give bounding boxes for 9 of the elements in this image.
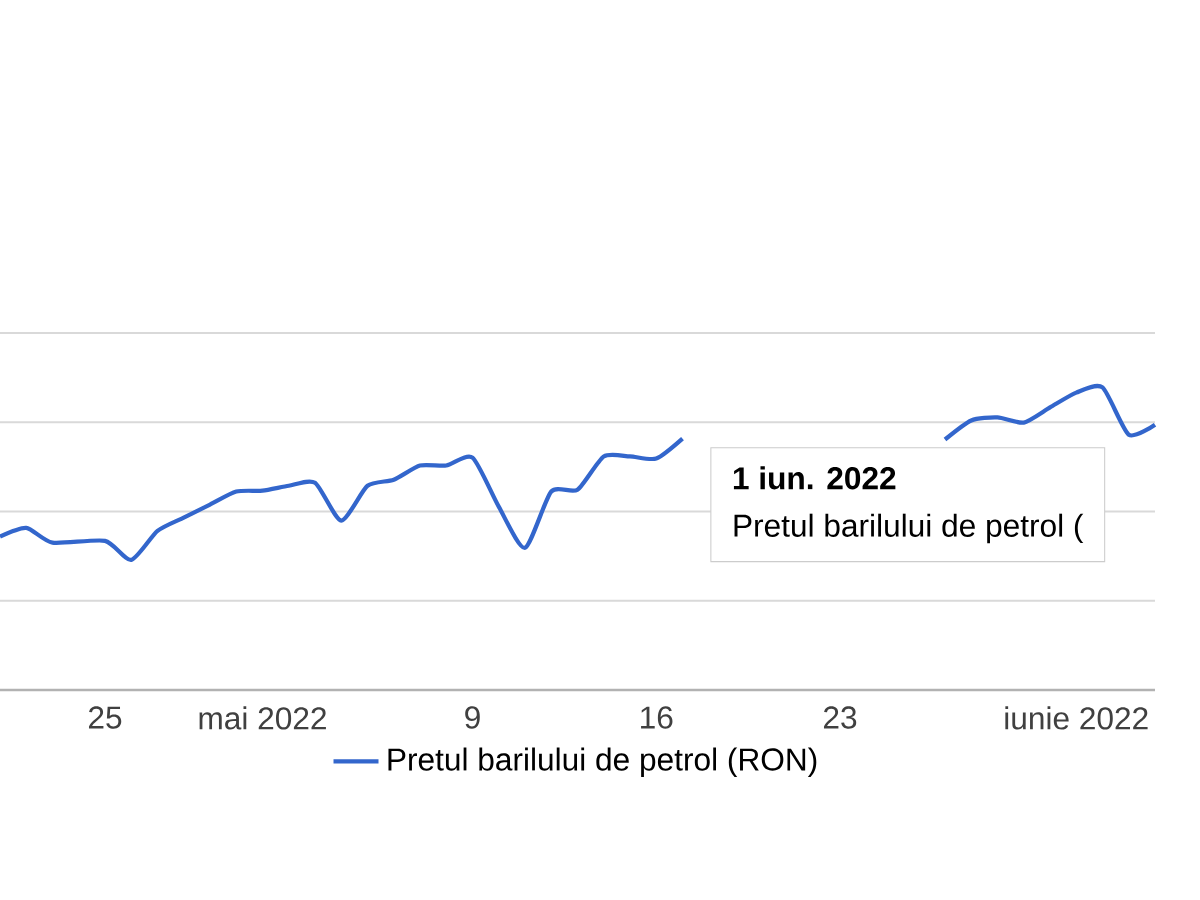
annotation: Pretul barilului de petrol (	[734, 513, 1084, 544]
x-tick-label: 16	[641, 706, 673, 729]
annotation: 1 iun. 2022	[733, 466, 896, 490]
x-tick-label: iunie 2022	[1005, 706, 1148, 730]
x-tick-label: 23	[823, 706, 857, 729]
x-tick-label: mai 2022	[199, 706, 326, 730]
x-tick-label: 9	[465, 706, 480, 729]
legend-label: Pretul barilului de petrol (RON)	[388, 747, 817, 777]
x-tick-label: 25	[88, 706, 122, 729]
